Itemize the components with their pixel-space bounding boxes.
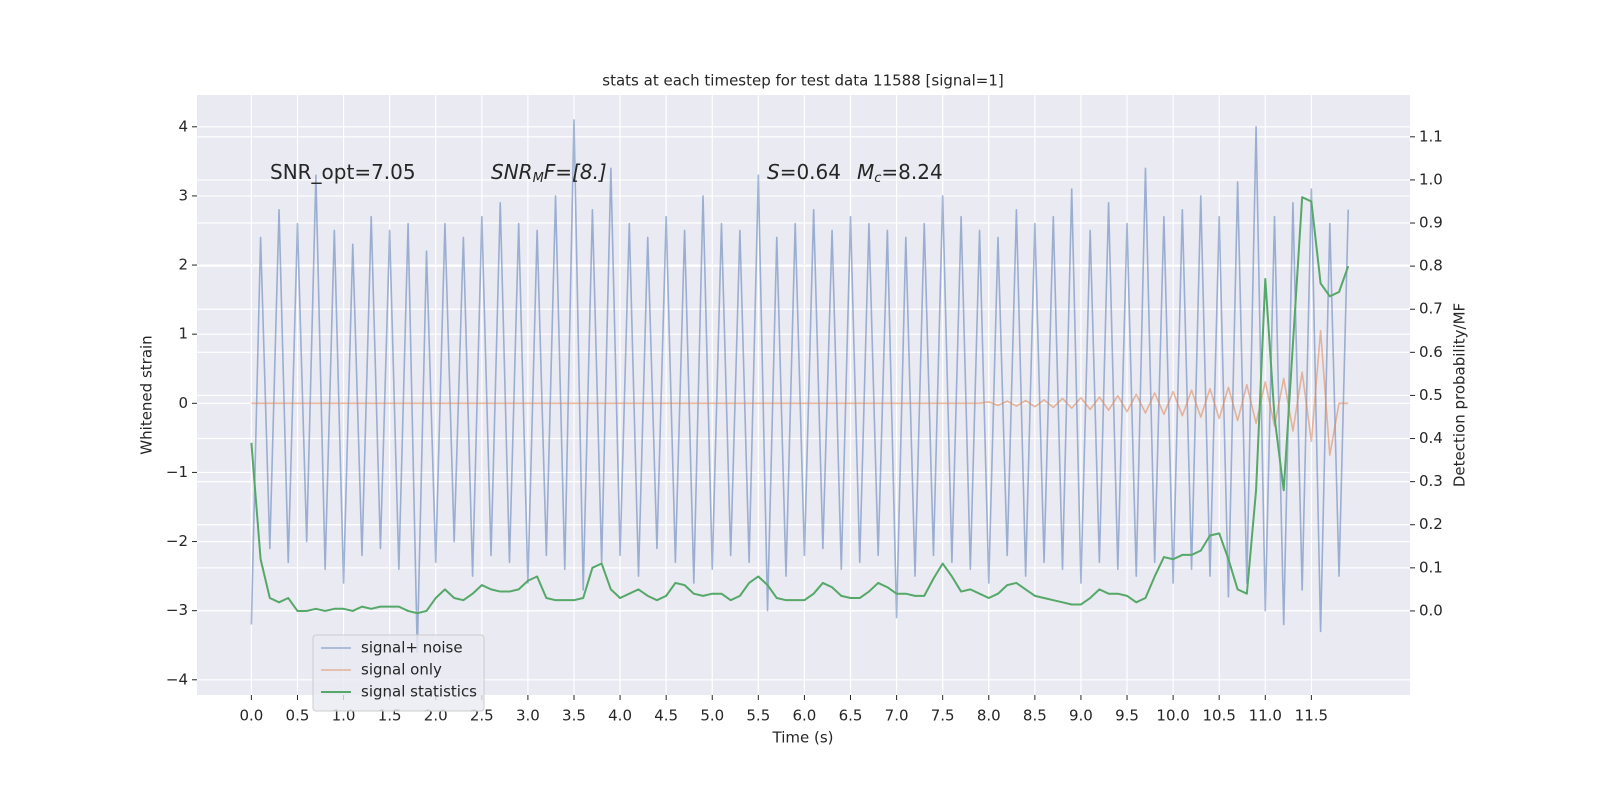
x-tick-label: 8.5 — [1023, 707, 1047, 725]
x-tick-label: 0.0 — [239, 707, 263, 725]
y-tick-label: 0 — [178, 394, 188, 412]
x-tick-label: 5.0 — [700, 707, 724, 725]
x-tick-label: 5.5 — [746, 707, 770, 725]
y2-tick-label: 0.1 — [1419, 558, 1443, 576]
y2-tick-label: 0.3 — [1419, 472, 1443, 490]
x-tick-label: 10.5 — [1202, 707, 1235, 725]
annotation: S=0.64 Mc=8.24 — [767, 160, 943, 186]
annotation-part: M — [533, 171, 544, 186]
legend-box — [312, 634, 485, 712]
x-tick-label: 11.5 — [1295, 707, 1328, 725]
x-tick-label: 11.0 — [1249, 707, 1282, 725]
y2-tick-label: 0.9 — [1419, 214, 1443, 232]
x-axis-label: Time (s) — [772, 729, 834, 747]
y-tick-label: −3 — [166, 601, 188, 619]
y-tick-label: 3 — [178, 186, 188, 204]
x-tick-label: 8.0 — [977, 707, 1001, 725]
y2-axis-label: Detection probability/MF — [1451, 303, 1469, 487]
y2-tick-label: 0.8 — [1419, 257, 1443, 275]
y2-tick-label: 1.1 — [1419, 127, 1443, 145]
legend-label: signal only — [361, 661, 442, 679]
y-tick-label: 1 — [178, 325, 188, 343]
x-tick-label: 0.5 — [286, 707, 310, 725]
annotation: SNR_opt=7.05 — [270, 160, 416, 184]
series-line — [250, 196, 1350, 615]
series-line — [251, 329, 1349, 456]
annotation-part: SNR — [491, 160, 533, 184]
x-tick-label: 4.5 — [654, 707, 678, 725]
y2-tick-label: 1.0 — [1419, 170, 1443, 188]
y2-tick-label: 0.4 — [1419, 429, 1443, 447]
y2-tick-label: 0.5 — [1419, 386, 1443, 404]
y-tick-label: −2 — [166, 532, 188, 550]
y-tick-label: 2 — [178, 256, 188, 274]
annotation-part: SNR_opt=7.05 — [270, 160, 416, 184]
series-line — [250, 119, 1350, 653]
chart-title: stats at each timestep for test data 115… — [602, 72, 1003, 90]
x-tick-label: 3.5 — [562, 707, 586, 725]
y2-tick-label: 0.6 — [1419, 343, 1443, 361]
y-tick-label: −1 — [166, 463, 188, 481]
annotation-part: M — [857, 160, 874, 184]
x-tick-label: 9.0 — [1069, 707, 1093, 725]
annotation-part: =0.64 — [780, 160, 841, 184]
y-tick-label: −4 — [166, 670, 188, 688]
x-tick-label: 3.0 — [516, 707, 540, 725]
annotation-part: F=[8.] — [544, 160, 607, 184]
y2-tick-label: 0.0 — [1419, 601, 1443, 619]
y-tick-label: 4 — [178, 117, 188, 135]
annotation-part: S — [767, 160, 780, 184]
annotation-part: c — [874, 171, 881, 186]
annotation-part: =8.24 — [881, 160, 942, 184]
y2-tick-label: 0.2 — [1419, 515, 1443, 533]
x-tick-label: 7.0 — [885, 707, 909, 725]
x-tick-label: 9.5 — [1115, 707, 1139, 725]
y-axis-label: Whitened strain — [138, 335, 156, 454]
y2-tick-label: 0.7 — [1419, 300, 1443, 318]
x-tick-label: 10.0 — [1156, 707, 1189, 725]
legend-label: signal statistics — [361, 683, 477, 701]
x-tick-label: 6.5 — [839, 707, 863, 725]
x-tick-label: 4.0 — [608, 707, 632, 725]
annotation: SNRMF=[8.] — [491, 160, 607, 186]
x-tick-label: 7.5 — [931, 707, 955, 725]
legend-label: signal+ noise — [361, 639, 463, 657]
x-tick-label: 6.0 — [792, 707, 816, 725]
